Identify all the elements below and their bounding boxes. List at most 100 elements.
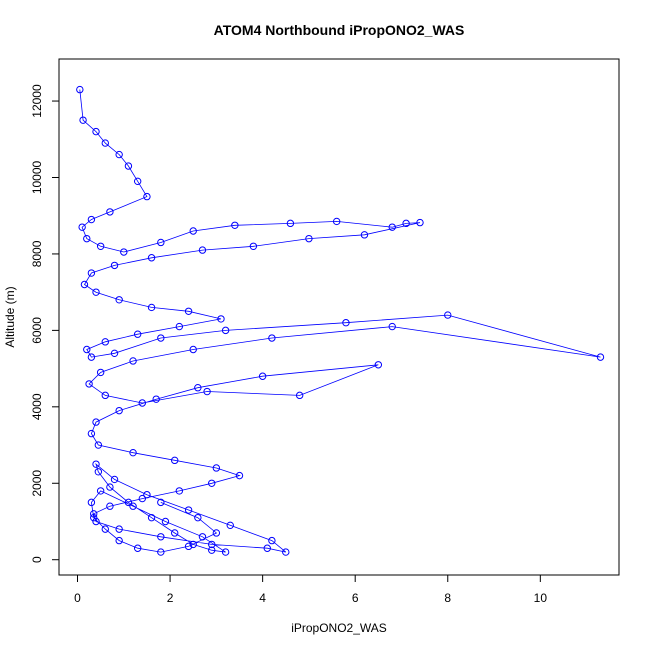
data-point — [161, 517, 170, 526]
data-point — [221, 326, 230, 335]
data-point — [194, 384, 202, 392]
data-point — [198, 533, 207, 541]
y-tick-label: 2000 — [30, 470, 44, 497]
data-point — [342, 319, 350, 327]
data-point — [96, 368, 105, 377]
data-point — [106, 208, 114, 216]
chart-title: ATOM4 Northbound iPropONO2_WAS — [214, 22, 465, 38]
data-point — [258, 372, 267, 380]
data-point — [129, 357, 137, 365]
data-point — [263, 544, 271, 552]
data-point — [171, 529, 179, 537]
data-point — [129, 448, 137, 457]
data-point — [87, 215, 96, 224]
data-point — [388, 223, 396, 231]
data-point — [184, 307, 193, 315]
data-point — [87, 498, 96, 507]
data-point — [147, 303, 156, 312]
y-tick-label: 8000 — [30, 240, 44, 267]
data-point — [444, 311, 452, 319]
data-point — [115, 406, 123, 415]
data-point — [106, 502, 114, 510]
data-point — [282, 548, 290, 556]
x-tick-label: 0 — [74, 591, 81, 605]
data-point — [268, 334, 276, 342]
data-point — [87, 429, 96, 438]
data-point — [115, 150, 123, 159]
data-point — [90, 513, 98, 522]
data-point — [133, 330, 142, 338]
data-point — [157, 238, 165, 247]
data-point — [110, 349, 119, 358]
data-point — [189, 540, 197, 549]
data-point — [208, 540, 216, 549]
data-point — [76, 85, 84, 94]
y-tick-label: 6000 — [30, 317, 44, 344]
x-tick-label: 2 — [167, 591, 174, 605]
data-point — [138, 399, 147, 407]
data-point — [295, 391, 304, 400]
data-point — [101, 139, 109, 147]
data-point — [83, 345, 91, 354]
data-point — [78, 223, 86, 231]
data-point — [120, 248, 128, 256]
data-point — [92, 288, 100, 296]
data-point — [94, 441, 103, 449]
data-point — [402, 219, 410, 228]
data-point — [101, 338, 109, 346]
data-point — [305, 234, 313, 243]
data-point — [189, 345, 197, 354]
data-point — [175, 322, 184, 331]
data-point — [124, 162, 133, 170]
data-point — [129, 502, 137, 510]
data-point — [124, 498, 133, 507]
y-tick-label: 4000 — [30, 393, 44, 420]
data-point — [374, 361, 383, 369]
data-point — [226, 521, 234, 530]
data-point — [175, 487, 184, 495]
plot-frame — [58, 58, 620, 576]
data-point — [152, 395, 160, 403]
data-point — [184, 506, 193, 514]
data-point — [79, 116, 87, 124]
data-point — [80, 280, 89, 289]
data-point — [106, 483, 114, 491]
data-point — [194, 513, 202, 522]
y-tick-label: 12000 — [30, 84, 44, 118]
data-point — [101, 391, 109, 400]
data-point — [217, 315, 225, 323]
data-point — [249, 242, 258, 250]
series-layer — [76, 85, 605, 556]
data-point — [101, 525, 109, 533]
data-point — [110, 475, 119, 484]
data-point — [115, 525, 123, 533]
x-axis-label: iPropONO2_WAS — [291, 621, 387, 635]
data-point — [189, 227, 197, 235]
data-point — [92, 460, 100, 468]
data-point — [92, 127, 100, 136]
data-point — [416, 218, 424, 227]
data-point — [360, 231, 369, 239]
x-tick-label: 10 — [534, 591, 548, 605]
data-point — [92, 418, 100, 426]
x-axis: 0 2 4 6 8 10 — [74, 574, 548, 605]
data-point — [83, 234, 91, 243]
data-point — [235, 471, 244, 480]
x-tick-label: 6 — [352, 591, 359, 605]
data-point — [157, 334, 165, 342]
data-point — [208, 546, 216, 554]
data-point — [388, 322, 396, 331]
data-point — [87, 353, 96, 361]
data-point — [157, 548, 165, 556]
y-tick-label: 0 — [30, 556, 44, 563]
data-point — [147, 254, 156, 262]
data-point — [115, 296, 123, 304]
data-point — [198, 246, 207, 254]
data-point — [157, 498, 165, 507]
data-point — [231, 221, 239, 229]
data-point — [286, 219, 295, 228]
data-point — [212, 464, 221, 472]
data-point — [92, 517, 100, 526]
data-point — [157, 533, 165, 541]
